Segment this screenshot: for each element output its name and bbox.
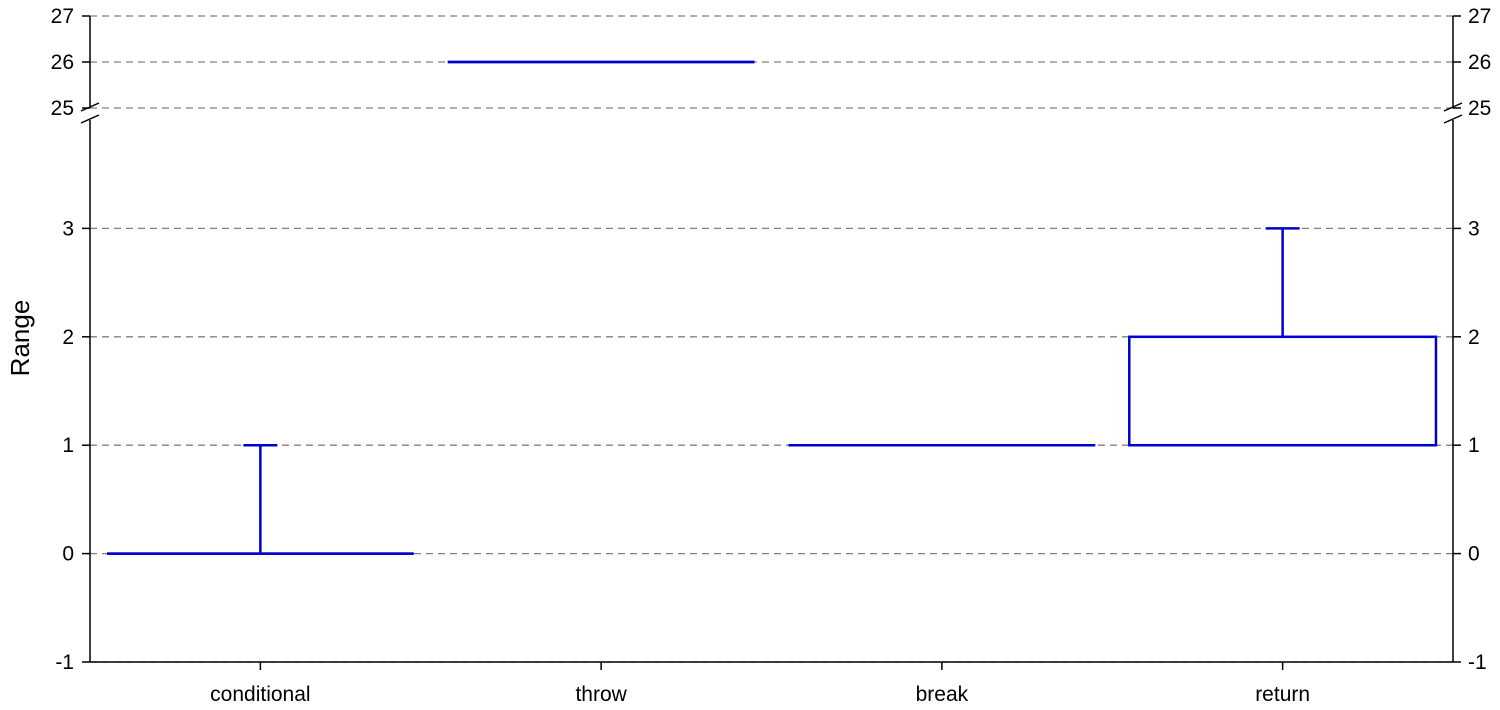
axis-break-mark: [80, 102, 100, 112]
y-tick-label-right: -1: [1468, 651, 1487, 674]
x-tick-label: throw: [575, 683, 627, 706]
box-conditional: [107, 443, 414, 555]
y-tick-label-left: 2: [62, 326, 74, 349]
y-tick-label-right: 0: [1468, 543, 1480, 566]
x-tick-label: conditional: [210, 683, 310, 706]
axis-break-mark: [1443, 102, 1463, 112]
box-marks: [107, 60, 1438, 555]
y-tick-label-right: 1: [1468, 434, 1480, 457]
y-tick-label-left: 27: [51, 5, 74, 28]
axis-break-mark: [1443, 114, 1463, 124]
x-tick-label: break: [916, 683, 969, 706]
y-tick-label-left: -1: [55, 651, 74, 674]
x-tick-label: return: [1255, 683, 1310, 706]
axis-break-mark: [80, 114, 100, 124]
y-tick-label-right: 3: [1468, 217, 1480, 240]
y-tick-label-left: 0: [62, 543, 74, 566]
y-tick-label-right: 25: [1468, 97, 1491, 120]
box-body: [1128, 335, 1438, 447]
y-tick-label-right: 2: [1468, 326, 1480, 349]
y-tick-label-right: 26: [1468, 51, 1491, 74]
y-axis-title: Range: [5, 300, 35, 377]
gridlines: [90, 15, 1453, 663]
axis-labels: -1 -1 0 0 1 1 2 2 3 3 25 25 26 26 27 27 conditional throw…: [51, 5, 1492, 706]
box-return: [1128, 227, 1438, 447]
y-tick-label-left: 1: [62, 434, 74, 457]
y-tick-label-right: 27: [1468, 5, 1491, 28]
axes: [80, 15, 1463, 670]
y-tick-label-left: 25: [51, 97, 74, 120]
y-tick-label-left: 26: [51, 51, 74, 74]
y-tick-label-left: 3: [62, 217, 74, 240]
